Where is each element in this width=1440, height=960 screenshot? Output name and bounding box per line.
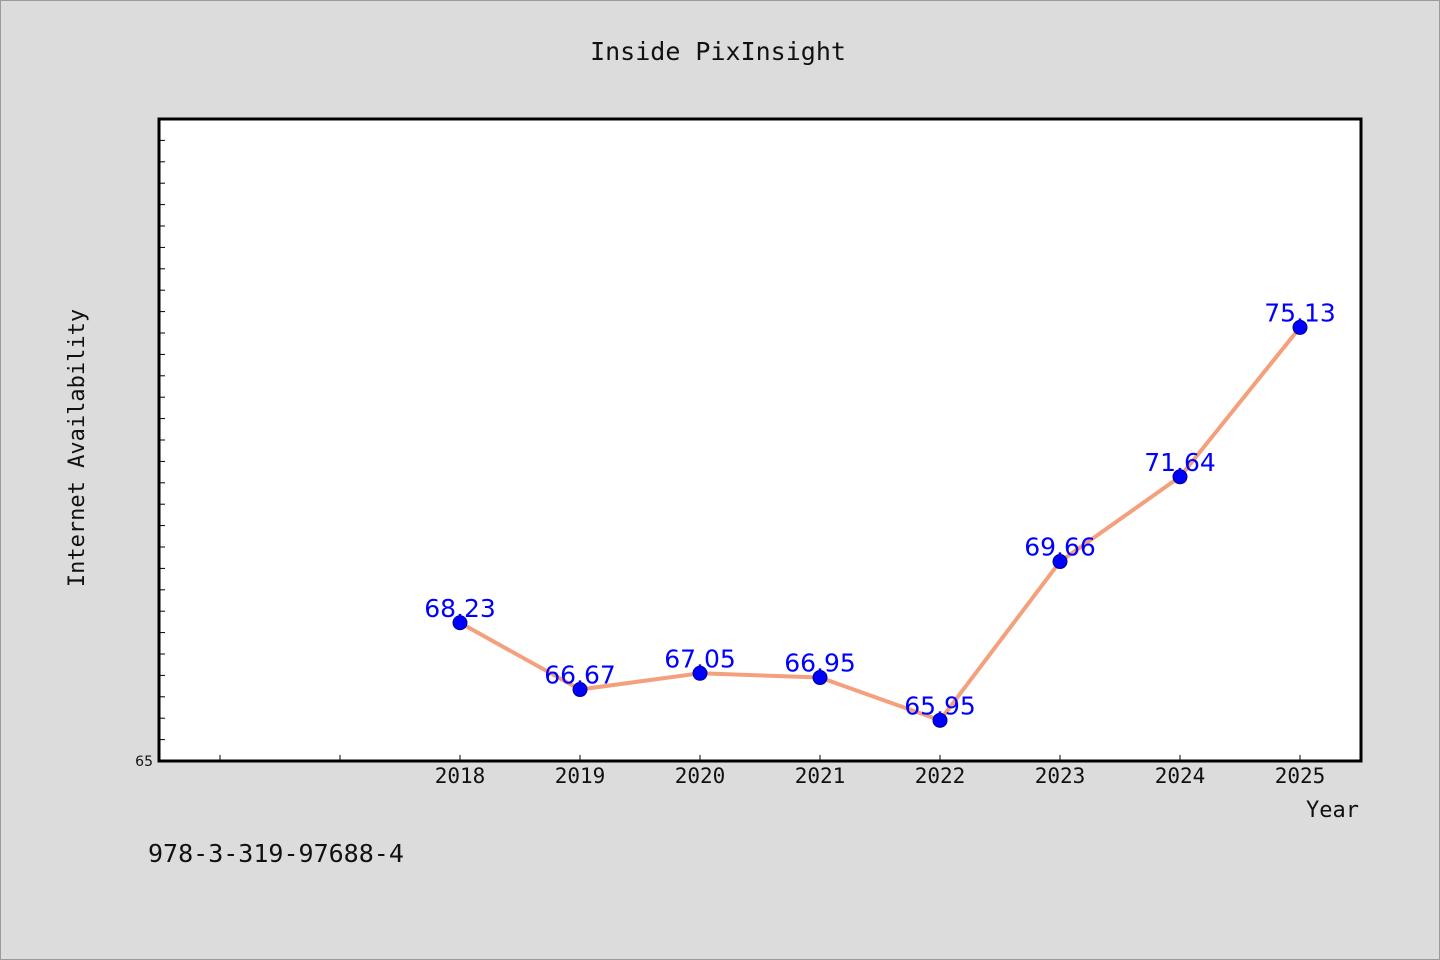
data-point-marker xyxy=(1052,554,1068,570)
x-tick-label: 2023 xyxy=(1035,764,1086,788)
data-label: 66.95 xyxy=(784,649,856,678)
series-markers xyxy=(452,319,1308,728)
x-tick-labels: 2018 2019 2020 2021 2022 2023 2024 2025 xyxy=(435,764,1326,788)
plot-area xyxy=(157,117,1363,763)
data-point-marker xyxy=(1172,469,1188,485)
x-tick-label: 2021 xyxy=(795,764,846,788)
x-tick-label: 2022 xyxy=(915,764,966,788)
data-label: 66.67 xyxy=(544,661,616,690)
data-label: 69.66 xyxy=(1024,533,1096,562)
isbn-text: 978-3-319-97688-4 xyxy=(148,839,404,868)
data-point-marker xyxy=(1292,319,1308,335)
data-labels: 68.23 66.67 67.05 66.95 65.95 69.66 71.64 75.13 xyxy=(424,298,1336,720)
series-line xyxy=(458,325,1302,723)
data-label: 71.64 xyxy=(1144,448,1216,477)
x-tick-label: 2025 xyxy=(1275,764,1326,788)
data-label: 68.23 xyxy=(424,594,496,623)
x-axis-ticks xyxy=(219,755,1301,761)
x-tick-label: 2018 xyxy=(435,764,486,788)
data-label: 75.13 xyxy=(1264,298,1336,327)
data-point-marker xyxy=(812,670,828,686)
x-tick-label: 2019 xyxy=(555,764,606,788)
data-point-marker xyxy=(692,665,708,681)
data-label: 67.05 xyxy=(664,644,736,673)
data-point-marker xyxy=(452,615,468,631)
x-tick-label: 2020 xyxy=(675,764,726,788)
data-point-marker xyxy=(572,682,588,698)
x-tick-label: 2024 xyxy=(1155,764,1206,788)
x-axis-label: Year xyxy=(1306,798,1359,823)
data-label: 65.95 xyxy=(904,691,976,720)
y-axis-label: Internet Availability xyxy=(65,309,90,587)
chart-title: Inside PixInsight xyxy=(590,37,846,66)
data-point-marker xyxy=(932,712,948,728)
y-tick-label: 65 xyxy=(135,754,153,770)
y-axis-ticks xyxy=(159,118,165,741)
